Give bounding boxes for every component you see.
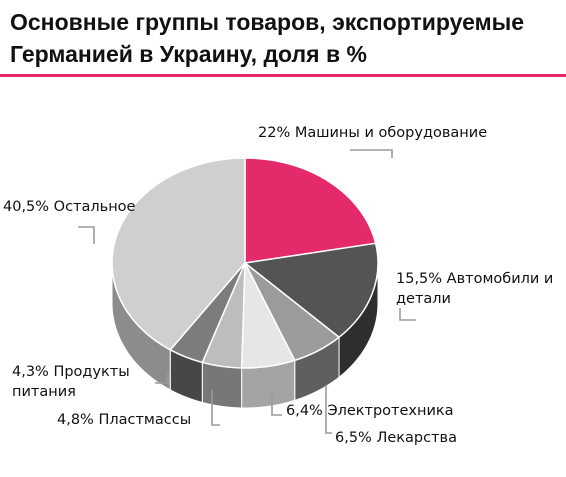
chart-title: Основные группы товаров, экспортируемые … xyxy=(10,6,555,70)
label-plastics: 4,8% Пластмассы xyxy=(57,412,192,428)
leader-plastics xyxy=(211,390,220,426)
leader-food xyxy=(155,372,169,384)
leader-cars xyxy=(399,308,416,321)
pie-sides xyxy=(111,262,379,409)
label-medicine: 6,5% Лекарства xyxy=(335,430,457,446)
chart-title-line-1: Основные группы товаров, экспортируемые xyxy=(10,9,525,35)
label-electro: 6,4% Электротехника xyxy=(286,403,454,419)
label-other: 40,5% Остальное xyxy=(3,199,136,215)
pie-slice-машины-и-оборудование xyxy=(244,157,377,264)
chart-title-line-2: Германией в Украину, доля в % xyxy=(10,41,367,67)
pie-top xyxy=(111,157,379,369)
label-food: 4,3% Продукты питания xyxy=(12,364,130,400)
pie-slice-автомобили-и-детали xyxy=(243,242,379,339)
label-cars: 15,5% Автомобили и детали xyxy=(396,271,554,307)
pie-slice-остальное xyxy=(111,157,246,351)
leader-medicine xyxy=(325,385,332,434)
title-underline xyxy=(0,74,566,77)
label-leader-lines xyxy=(78,149,416,434)
leader-machines xyxy=(350,149,393,158)
label-machines: 22% Машины и оборудование xyxy=(258,125,488,141)
leader-electro xyxy=(271,394,282,416)
pie-side-4 xyxy=(201,361,243,409)
leader-other xyxy=(78,226,95,244)
